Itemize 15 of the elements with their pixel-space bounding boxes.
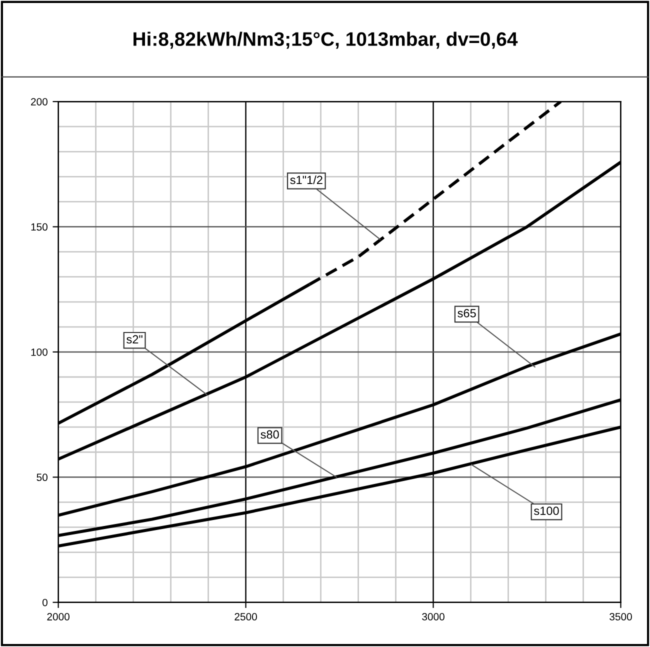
y-tick-label: 50 — [36, 474, 48, 482]
x-tick-label: 2500 — [234, 613, 257, 620]
annotation: s65 — [458, 309, 476, 318]
y-tick-label: 100 — [31, 348, 48, 356]
y-tick-label: 0 — [42, 598, 48, 606]
x-tick-label: 3000 — [422, 613, 444, 620]
annotation: s1"1/2 — [290, 175, 322, 184]
x-tick-label: 2000 — [47, 613, 70, 620]
chart-title: Hi:8,82kWh/Nm3;15°C, 1013mbar, dv=0,64 — [134, 32, 518, 49]
annotation: s100 — [534, 506, 559, 516]
y-tick-label: 150 — [31, 223, 48, 231]
x-tick-label: 3500 — [610, 613, 632, 620]
annotation: s2" — [126, 335, 142, 344]
y-tick-label: 200 — [31, 98, 48, 106]
annotation: s80 — [260, 430, 279, 439]
